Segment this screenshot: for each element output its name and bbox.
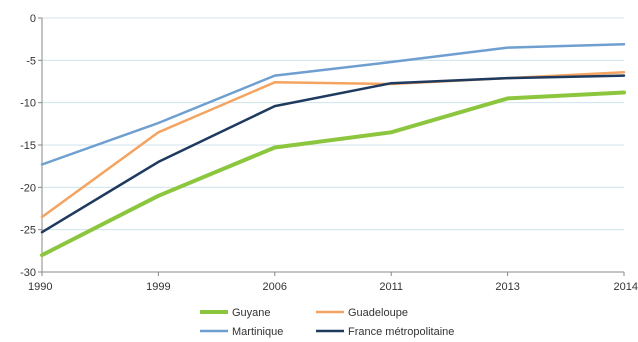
y-tick-label: -25 xyxy=(20,225,36,237)
x-tick-label: 2013 xyxy=(495,281,519,293)
y-tick-label: -30 xyxy=(20,267,36,279)
legend-label-guyane: Guyane xyxy=(232,307,271,319)
y-tick-label: -15 xyxy=(20,140,36,152)
x-tick-label: 1999 xyxy=(146,281,170,293)
x-tick-label: 2006 xyxy=(263,281,287,293)
legend-label-guadeloupe: Guadeloupe xyxy=(348,307,408,319)
legend-label-france-m-tropolitaine: France métropolitaine xyxy=(348,326,454,338)
x-tick-label: 2014 xyxy=(614,281,638,293)
x-tick-label: 2011 xyxy=(379,281,403,293)
x-tick-label: 1990 xyxy=(28,281,52,293)
legend-label-martinique: Martinique xyxy=(232,326,283,338)
legend: Guyane Guadeloupe Martinique France métropo… xyxy=(200,307,454,338)
y-tick-labels: 0 -5 -10 -15 -20 -25 -30 xyxy=(20,13,36,279)
series-line-france-m-tropolitaine xyxy=(40,74,626,234)
gridlines xyxy=(42,17,624,273)
x-tick-labels: 1990 1999 2006 2011 2013 2014 xyxy=(28,281,638,293)
series-lines xyxy=(40,42,626,258)
y-tick-label: 0 xyxy=(30,13,36,25)
axes xyxy=(38,17,625,276)
y-tick-label: -20 xyxy=(20,182,36,194)
y-tick-label: -10 xyxy=(20,98,36,110)
series-line-guyane xyxy=(40,90,626,258)
series-line-martinique xyxy=(40,42,626,166)
y-tick-label: -5 xyxy=(26,55,36,67)
